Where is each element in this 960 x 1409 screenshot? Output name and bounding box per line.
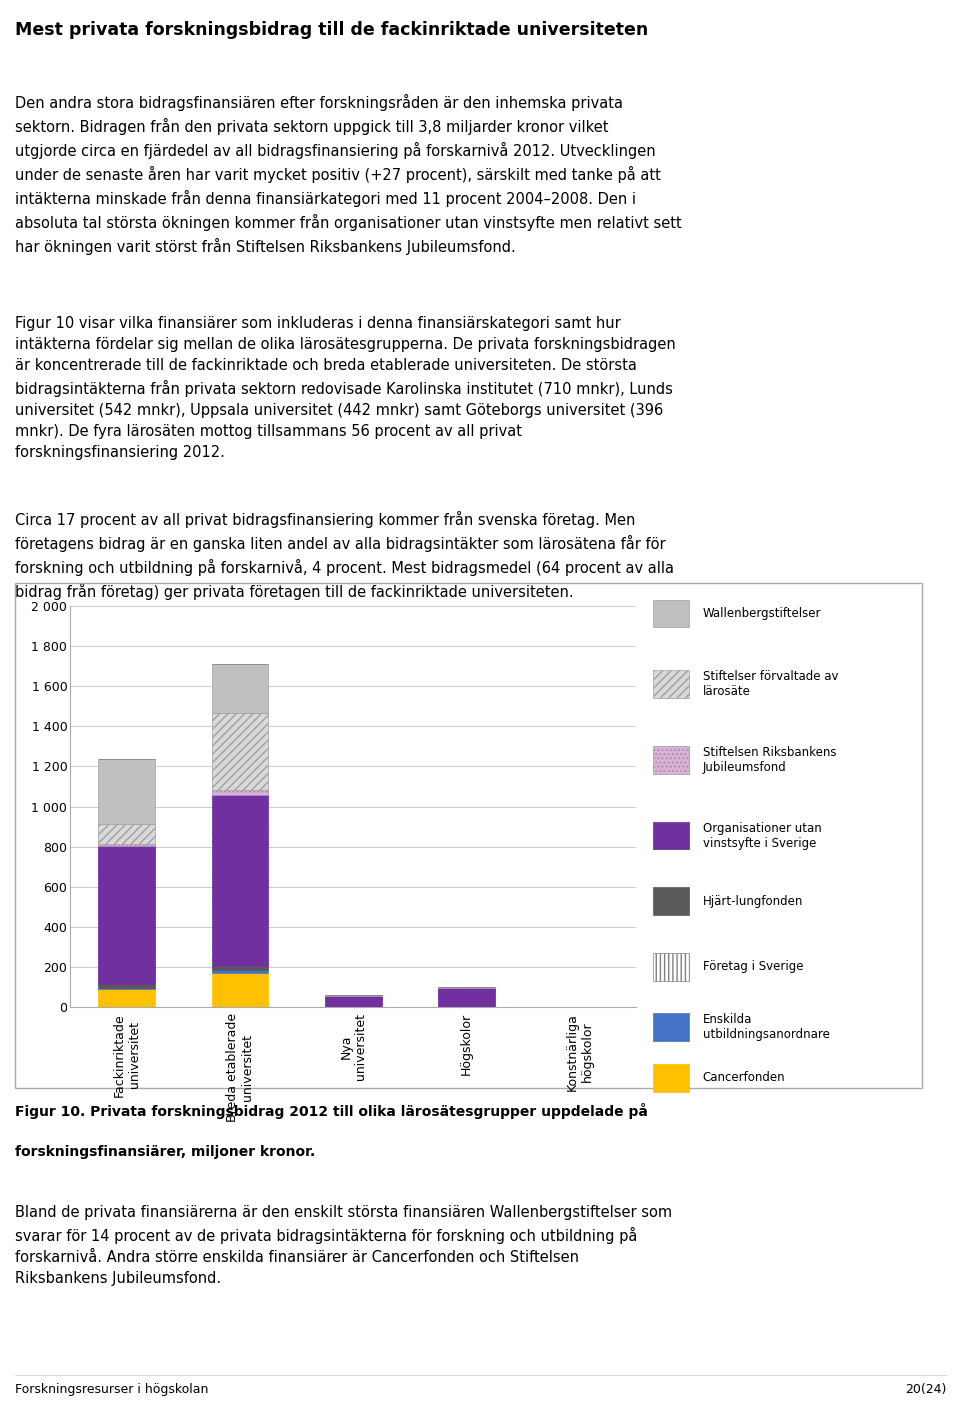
Text: Hjärt-lungfonden: Hjärt-lungfonden — [703, 895, 804, 907]
Bar — [438, 986, 494, 988]
Text: Circa 17 procent av all privat bidragsfinansiering kommer från svenska företag. : Circa 17 procent av all privat bidragsfi… — [15, 511, 674, 600]
Bar — [211, 789, 268, 795]
Bar — [211, 795, 268, 967]
Text: Stiftelsen Riksbankens
Jubileumsfond: Stiftelsen Riksbankens Jubileumsfond — [703, 745, 836, 774]
Bar — [98, 844, 155, 845]
Text: 20(24): 20(24) — [905, 1382, 947, 1396]
Bar — [98, 824, 155, 844]
Text: Enskilda
utbildningsanordnare: Enskilda utbildningsanordnare — [703, 1013, 829, 1041]
Bar — [654, 1064, 689, 1092]
Bar — [98, 845, 155, 985]
Text: Stiftelser förvaltade av
lärosäte: Stiftelser förvaltade av lärosäte — [703, 671, 838, 699]
Text: Organisationer utan
vinstsyfte i Sverige: Organisationer utan vinstsyfte i Sverige — [703, 821, 822, 850]
Text: Den andra stora bidragsfinansiären efter forskningsråden är den inhemska privata: Den andra stora bidragsfinansiären efter… — [15, 93, 683, 255]
Bar — [324, 996, 381, 1007]
Bar — [654, 600, 689, 627]
Text: Cancerfonden: Cancerfonden — [703, 1071, 785, 1084]
Bar — [211, 971, 268, 974]
Text: Figur 10 visar vilka finansiärer som inkluderas i denna finansiärskategori samt : Figur 10 visar vilka finansiärer som ink… — [15, 316, 676, 461]
Text: Mest privata forskningsbidrag till de fackinriktade universiteten: Mest privata forskningsbidrag till de fa… — [15, 21, 649, 39]
Bar — [211, 713, 268, 789]
Text: Wallenbergstiftelser: Wallenbergstiftelser — [703, 607, 821, 620]
Bar — [654, 888, 689, 914]
Bar — [211, 974, 268, 1007]
Text: Figur 10. Privata forskningsbidrag 2012 till olika lärosätesgrupper uppdelade på: Figur 10. Privata forskningsbidrag 2012 … — [15, 1102, 648, 1119]
Bar — [211, 664, 268, 713]
Bar — [98, 989, 155, 1007]
Bar — [654, 952, 689, 981]
Text: Företag i Sverige: Företag i Sverige — [703, 960, 804, 974]
Text: forskningsfinansiärer, miljoner kronor.: forskningsfinansiärer, miljoner kronor. — [15, 1144, 316, 1158]
Text: Forskningsresurser i högskolan: Forskningsresurser i högskolan — [15, 1382, 208, 1396]
Bar — [654, 821, 689, 850]
Bar — [98, 985, 155, 988]
Bar — [654, 671, 689, 697]
Text: Bland de privata finansiärerna är den enskilt största finansiären Wallenbergstif: Bland de privata finansiärerna är den en… — [15, 1205, 673, 1286]
Bar — [654, 1013, 689, 1041]
Bar — [654, 745, 689, 774]
Bar — [98, 759, 155, 824]
Bar — [211, 967, 268, 971]
Bar — [438, 988, 494, 1007]
